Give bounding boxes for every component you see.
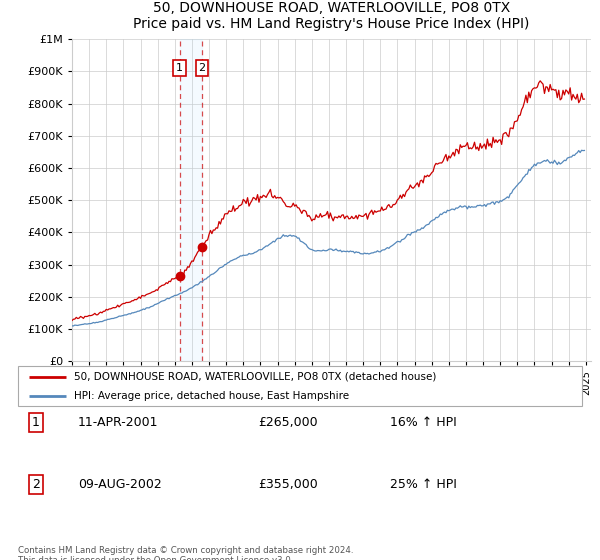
Text: 16% ↑ HPI: 16% ↑ HPI [390, 416, 457, 430]
Bar [179, 39, 202, 361]
Text: £355,000: £355,000 [258, 478, 318, 491]
Text: 2: 2 [32, 478, 40, 491]
Text: Contains HM Land Registry data © Crown copyright and database right 2024.
This d: Contains HM Land Registry data © Crown c… [18, 546, 353, 560]
Text: 09-AUG-2002: 09-AUG-2002 [78, 478, 162, 491]
Text: 2: 2 [199, 63, 205, 73]
Text: 25% ↑ HPI: 25% ↑ HPI [390, 478, 457, 491]
Text: 50, DOWNHOUSE ROAD, WATERLOOVILLE, PO8 0TX (detached house): 50, DOWNHOUSE ROAD, WATERLOOVILLE, PO8 0… [74, 372, 437, 381]
Text: 1: 1 [32, 416, 40, 430]
Text: HPI: Average price, detached house, East Hampshire: HPI: Average price, detached house, East… [74, 391, 350, 401]
FancyBboxPatch shape [18, 366, 582, 406]
Text: 11-APR-2001: 11-APR-2001 [78, 416, 158, 430]
Title: 50, DOWNHOUSE ROAD, WATERLOOVILLE, PO8 0TX
Price paid vs. HM Land Registry's Hou: 50, DOWNHOUSE ROAD, WATERLOOVILLE, PO8 0… [133, 1, 530, 31]
Text: £265,000: £265,000 [258, 416, 317, 430]
Text: 1: 1 [176, 63, 183, 73]
